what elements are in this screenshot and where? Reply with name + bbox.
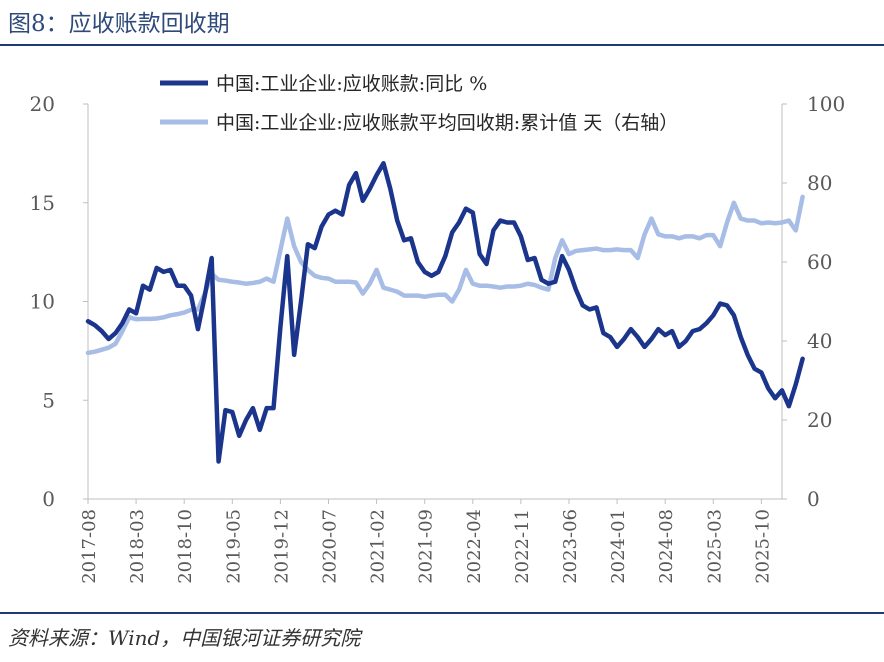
- left-tick-label: 0: [42, 487, 55, 511]
- right-tick-label: 100: [807, 92, 845, 116]
- x-tick-label: 2025-10: [752, 509, 773, 584]
- x-tick-label: 2021-02: [368, 509, 389, 584]
- legend-label-left: 中国:工业企业:应收账款:同比 %: [216, 73, 487, 95]
- source-note: 资料来源：Wind，中国银河证券研究院: [8, 626, 361, 650]
- right-tick-label: 40: [807, 329, 832, 353]
- left-tick-label: 20: [30, 92, 55, 116]
- left-tick-label: 10: [30, 290, 55, 314]
- x-tick-label: 2023-06: [560, 509, 581, 584]
- x-tick-label: 2022-04: [464, 509, 485, 584]
- x-tick-label: 2020-07: [319, 509, 340, 584]
- line-chart: 0 5 10 15 20 0 20 40 60 80 100 2017-08 2018-03 2018-1…: [30, 73, 846, 584]
- legend-label-right: 中国:工业企业:应收账款平均回收期:累计值 天（右轴）: [216, 112, 678, 134]
- left-tick-label: 5: [42, 388, 55, 412]
- right-tick-label: 60: [807, 250, 832, 274]
- x-tick-label: 2021-09: [416, 509, 437, 584]
- x-tick-label: 2019-05: [223, 509, 244, 584]
- right-tick-label: 20: [807, 408, 832, 432]
- x-tick-label: 2018-03: [127, 509, 148, 584]
- footer-rule: [0, 612, 884, 614]
- chart-axes: 0 5 10 15 20 0 20 40 60 80 100 2017-08 2018-03 2018-1…: [30, 92, 846, 584]
- x-tick-label: 2025-03: [704, 509, 725, 584]
- right-tick-label: 80: [807, 171, 832, 195]
- x-tick-label: 2022-11: [512, 509, 533, 584]
- left-tick-label: 15: [30, 191, 55, 215]
- x-tick-label: 2024-01: [608, 509, 629, 584]
- title-rule: [0, 44, 884, 46]
- series-line-receivables-yoy: [85, 161, 805, 464]
- chart-series: [85, 161, 805, 464]
- right-tick-label: 0: [807, 487, 820, 511]
- figure-title: 图8：应收账款回收期: [8, 11, 230, 37]
- x-tick-label: 2018-10: [175, 509, 196, 584]
- x-tick-label: 2017-08: [79, 509, 100, 584]
- x-tick-label: 2019-12: [271, 509, 292, 584]
- x-tick-label: 2024-08: [656, 509, 677, 584]
- chart-legend: 中国:工业企业:应收账款:同比 % 中国:工业企业:应收账款平均回收期:累计值 …: [160, 73, 678, 134]
